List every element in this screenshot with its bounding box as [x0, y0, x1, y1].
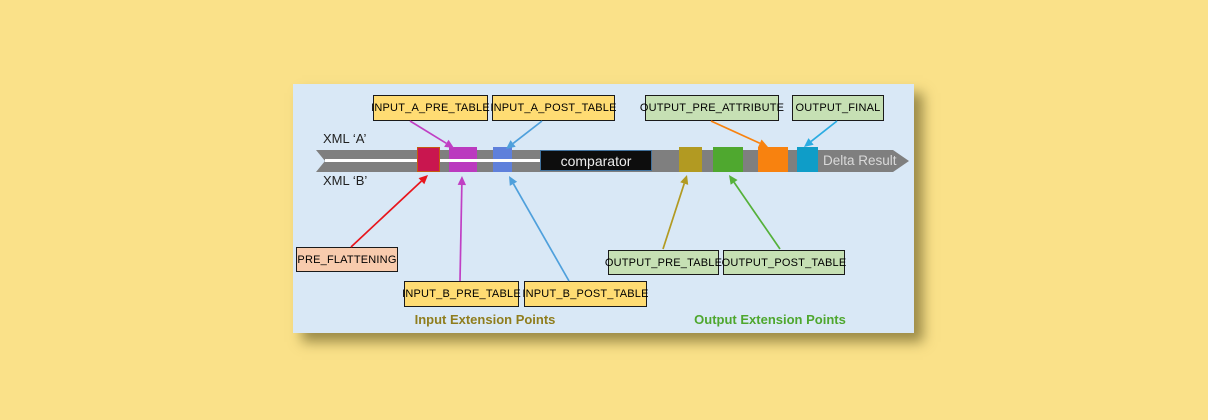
marker-output-pre-table: [679, 147, 702, 172]
lane-label-xml-b: XML ‘B’: [323, 173, 368, 188]
marker-output-pre-attribute: [758, 147, 788, 172]
arrow-input-b-pre-table: [459, 184, 463, 282]
callout-output-pre-attribute: OUTPUT_PRE_ATTRIBUTE: [640, 95, 784, 121]
arrow-input-a-pre-table: [409, 120, 447, 145]
arrow-output-pre-table: [662, 183, 686, 250]
arrowhead-output-pre-attribute: [758, 139, 768, 148]
delta-result-label: Delta Result: [823, 153, 897, 168]
callout-output-pre-table: OUTPUT_PRE_TABLE: [605, 250, 722, 275]
arrow-output-post-table: [733, 181, 781, 250]
callout-input-b-post-table: INPUT_B_POST_TABLE: [522, 281, 648, 307]
arrowhead-output-post-table: [729, 175, 738, 185]
arrow-pre-flattening: [350, 180, 423, 248]
caption-output-extension-points: Output Extension Points: [694, 312, 846, 327]
callout-output-post-table: OUTPUT_POST_TABLE: [722, 250, 846, 275]
lane-label-xml-a: XML ‘A’: [323, 131, 367, 146]
callout-input-a-post-table: INPUT_A_POST_TABLE: [490, 95, 616, 121]
arrowhead-input-b-post-table: [509, 176, 518, 186]
marker-output-post-table: [713, 147, 743, 172]
callout-input-a-pre-table: INPUT_A_PRE_TABLE: [371, 95, 490, 121]
arrow-output-pre-attribute: [710, 120, 761, 145]
arrowhead-pre-flattening: [418, 175, 428, 185]
callout-input-b-pre-table: INPUT_B_PRE_TABLE: [402, 281, 521, 307]
diagram-panel: INPUT_A_PRE_TABLE INPUT_A_POST_TABLE OUT…: [293, 84, 914, 333]
callout-output-final: OUTPUT_FINAL: [792, 95, 884, 121]
marker-pre-flattening: [417, 147, 440, 172]
arrowhead-input-b-pre-table: [457, 176, 467, 186]
marker-output-final: [797, 147, 818, 172]
comparator-box: comparator: [540, 150, 652, 171]
arrowhead-output-final: [804, 138, 814, 147]
arrow-output-final: [810, 120, 838, 143]
callout-pre-flattening: PRE_FLATTENING: [296, 247, 398, 272]
arrow-input-b-post-table: [512, 183, 570, 282]
caption-input-extension-points: Input Extension Points: [414, 312, 556, 327]
arrow-input-a-post-table: [512, 120, 543, 145]
arrowhead-output-pre-table: [680, 175, 689, 185]
